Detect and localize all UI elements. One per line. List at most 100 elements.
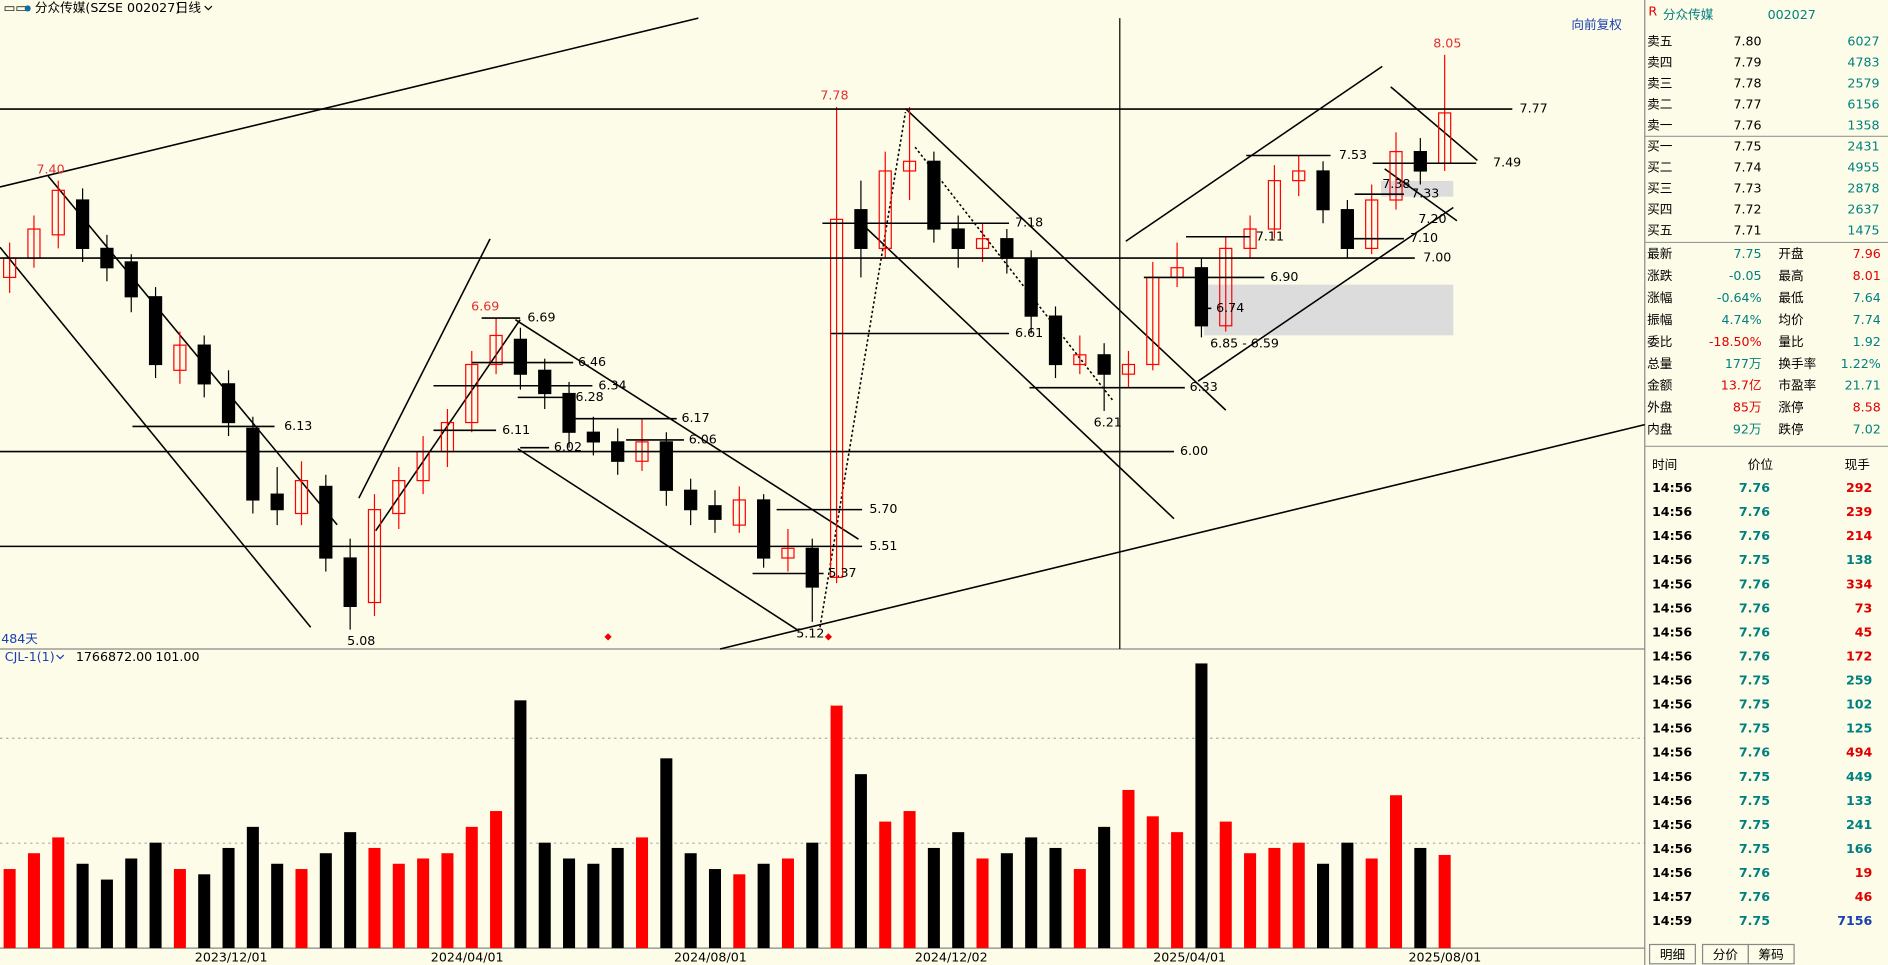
trade-price: 7.75 xyxy=(1739,769,1770,784)
zone xyxy=(1381,180,1454,197)
volume-bar xyxy=(781,858,794,949)
trade-price: 7.75 xyxy=(1739,721,1770,736)
trade-time: 14:56 xyxy=(1652,648,1692,663)
volume-bar xyxy=(1365,858,1378,949)
book-price: 7.77 xyxy=(1733,97,1761,112)
candle-body xyxy=(1267,180,1282,230)
volume-bar xyxy=(587,863,600,949)
stat-value: 7.74 xyxy=(1853,312,1881,327)
volume-bar xyxy=(903,811,916,949)
volume-bar xyxy=(1000,853,1013,949)
candle-body xyxy=(1340,209,1354,249)
book-volume: 2579 xyxy=(1847,76,1879,91)
candle-body xyxy=(173,344,187,371)
book-label: 买四 xyxy=(1647,202,1672,217)
candle-body xyxy=(51,189,65,236)
level-label: 5.70 xyxy=(869,501,897,516)
indicator-name[interactable]: CJL-1(1) xyxy=(5,649,55,664)
volume-bar xyxy=(708,869,722,949)
volume-bar xyxy=(27,853,40,949)
candle-body xyxy=(1121,363,1136,375)
trade-time: 14:56 xyxy=(1652,769,1692,784)
volume-bar xyxy=(635,837,649,949)
book-price: 7.71 xyxy=(1733,223,1761,238)
tab[interactable] xyxy=(1648,943,1696,965)
x-tick-label: 2025/08/01 xyxy=(1409,949,1482,964)
level-label: 6.28 xyxy=(576,389,604,404)
candle-body xyxy=(805,547,819,588)
candle-body xyxy=(538,369,552,395)
tab[interactable] xyxy=(1747,943,1795,965)
level-label: 5.51 xyxy=(869,538,897,553)
trendline xyxy=(1390,86,1478,162)
volume-bar xyxy=(198,874,211,949)
trade-time: 14:56 xyxy=(1652,552,1692,567)
candle-body xyxy=(148,296,163,366)
stat-label: 换手率 xyxy=(1778,356,1816,371)
stat-label: 涨跌 xyxy=(1647,268,1673,283)
level-label: 6.46 xyxy=(578,354,606,369)
volume-bar xyxy=(1317,863,1330,949)
candle-body xyxy=(124,261,138,298)
volume-bar xyxy=(1049,847,1062,949)
candle-body xyxy=(392,479,406,515)
trade-volume: 73 xyxy=(1855,600,1873,615)
volume-bar xyxy=(76,863,89,949)
level-label: 6.21 xyxy=(1094,414,1122,429)
period-caret[interactable] xyxy=(204,5,213,11)
tab-label[interactable]: 筹码 xyxy=(1759,947,1784,962)
candle-body xyxy=(1389,151,1403,201)
volume-bar xyxy=(52,837,65,949)
book-price: 7.78 xyxy=(1733,76,1761,91)
period[interactable]: 日线 xyxy=(176,0,202,15)
stat-value: 1.22% xyxy=(1841,356,1881,371)
book-price: 7.75 xyxy=(1733,139,1761,154)
stat-label: 市盈率 xyxy=(1778,378,1816,393)
stat-value: 92万 xyxy=(1733,422,1762,437)
level-label: 7.33 xyxy=(1411,186,1439,201)
stat-label: 最高 xyxy=(1778,268,1803,283)
book-label: 买二 xyxy=(1647,160,1672,175)
volume-bar xyxy=(976,858,989,949)
adjust-label[interactable]: 向前复权 xyxy=(1571,17,1622,32)
candle-body xyxy=(221,383,236,424)
candle-body xyxy=(1194,267,1209,327)
drawings xyxy=(0,17,1645,650)
stat-value: 7.02 xyxy=(1853,422,1881,437)
trade-price: 7.76 xyxy=(1739,745,1770,760)
trade-volume: 125 xyxy=(1846,721,1872,736)
tab-label[interactable]: 分价 xyxy=(1713,947,1739,962)
volume-bar xyxy=(490,811,503,949)
trade-time: 14:56 xyxy=(1652,817,1692,832)
trade-volume: 172 xyxy=(1846,648,1872,663)
trade-volume: 45 xyxy=(1855,624,1873,639)
x-tick-label: 2024/04/01 xyxy=(431,949,504,964)
volume-bar xyxy=(3,869,16,949)
trade-volume: 239 xyxy=(1846,504,1872,519)
level-label: 6.69 xyxy=(527,310,555,325)
trendline xyxy=(857,220,1175,520)
candle-body xyxy=(1073,354,1087,366)
candle-body xyxy=(781,547,795,559)
stat-value: 21.71 xyxy=(1845,378,1881,393)
level-label: 7.40 xyxy=(37,161,65,176)
book-label: 买一 xyxy=(1647,139,1673,154)
level-label: 6.17 xyxy=(682,410,710,425)
trade-price: 7.75 xyxy=(1739,793,1770,808)
stat-value: 177万 xyxy=(1725,356,1762,371)
trade-time: 14:57 xyxy=(1652,889,1692,904)
book-label: 卖二 xyxy=(1647,97,1672,112)
stat-label: 金额 xyxy=(1647,378,1673,393)
trade-price: 7.76 xyxy=(1739,889,1770,904)
x-tick-label: 2024/12/02 xyxy=(915,949,988,964)
stock-title: 分众传媒(SZSE 002027) xyxy=(35,0,180,15)
volume-bar xyxy=(1073,869,1086,949)
tab-label[interactable]: 明细 xyxy=(1660,947,1685,962)
trendline xyxy=(904,107,1227,411)
book-volume: 4955 xyxy=(1847,160,1879,175)
candle-body xyxy=(75,199,90,249)
volume-bar xyxy=(660,758,673,949)
stat-value: 7.96 xyxy=(1853,246,1881,261)
indicator-caret[interactable] xyxy=(56,654,65,660)
stat-label: 开盘 xyxy=(1778,246,1804,261)
